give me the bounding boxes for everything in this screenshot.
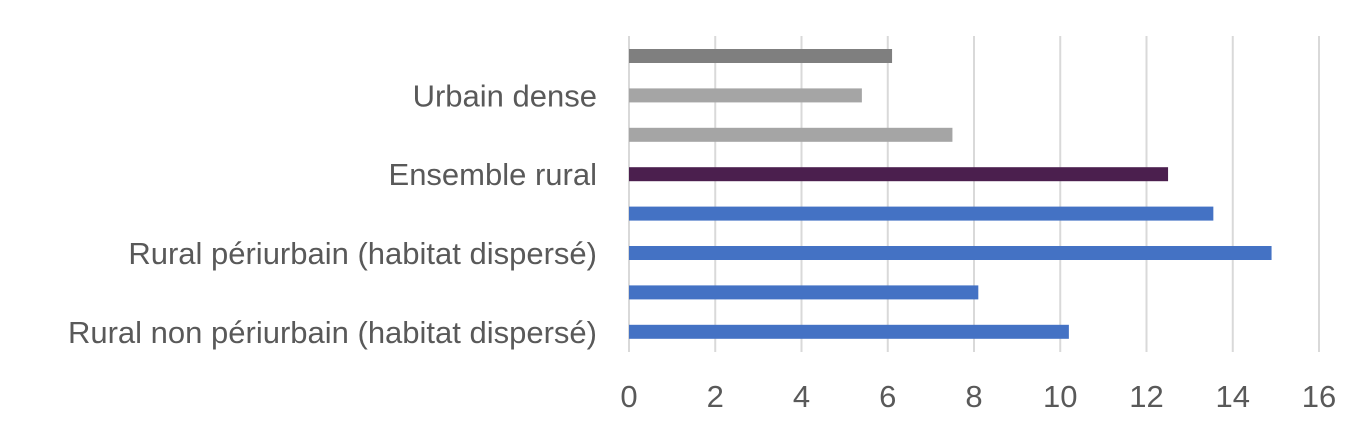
x-tick-label: 16 [1302, 379, 1336, 414]
x-tick-label: 12 [1129, 379, 1163, 414]
x-tick-label: 6 [879, 379, 896, 414]
bar [629, 206, 1214, 221]
category-label: Ensemble rural [389, 157, 597, 192]
x-tick-label: 14 [1216, 379, 1250, 414]
category-labels: Urbain dense Ensemble rural Rural périurba… [68, 78, 597, 349]
bar [629, 246, 1272, 260]
x-tick-label: 0 [620, 379, 637, 414]
bar [629, 127, 953, 142]
x-tick-label: 8 [965, 379, 982, 414]
category-label: Urbain dense [413, 78, 597, 113]
x-tick-label: 4 [793, 379, 810, 414]
bar [629, 49, 893, 63]
x-tick-label: 10 [1043, 379, 1077, 414]
bars [629, 49, 1272, 339]
x-tick-label: 2 [707, 379, 724, 414]
bar [629, 324, 1069, 339]
category-label: Rural non périurbain (habitat dispersé) [68, 315, 597, 350]
category-label: Rural périurbain (habitat dispersé) [128, 236, 597, 271]
x-axis-tick-labels: 0 2 4 6 8 10 12 14 16 [620, 379, 1336, 414]
bar [629, 285, 979, 300]
gridlines [628, 36, 1320, 352]
bar [629, 88, 862, 103]
bar [629, 167, 1169, 182]
